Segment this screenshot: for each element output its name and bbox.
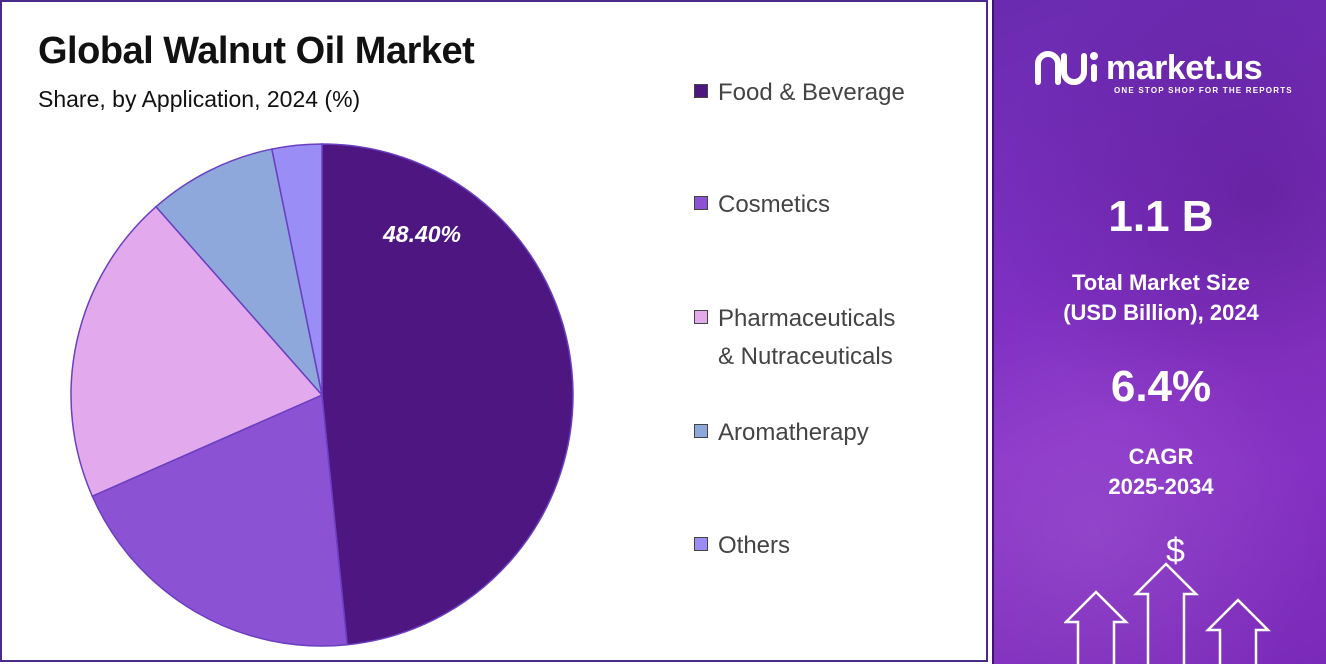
legend-label: Food & Beverage xyxy=(718,79,905,106)
chart-title: Global Walnut Oil Market xyxy=(38,30,475,72)
pie-slice-others xyxy=(270,143,323,396)
legend-item-cosmetics: Cosmetics xyxy=(694,186,994,224)
pie-slice-food-beverage xyxy=(321,143,574,646)
brand-logo: market.us ONE STOP SHOP FOR THE REPORTS xyxy=(1034,48,1292,95)
legend-label: Aromatherapy xyxy=(718,419,869,446)
legend-label: Cosmetics xyxy=(718,191,831,218)
market-size-label: Total Market Size (USD Billion), 2024 xyxy=(1063,270,1259,325)
brand-name: market.us xyxy=(1106,48,1263,87)
legend-swatch xyxy=(694,310,708,324)
dollar-sign: $ xyxy=(1166,532,1185,570)
background-texture xyxy=(994,0,1326,664)
up-arrow-icon xyxy=(1064,562,1272,664)
market-us-logo-icon xyxy=(1035,51,1098,85)
brand-tagline: ONE STOP SHOP FOR THE REPORTS xyxy=(1114,86,1293,95)
legend-swatch xyxy=(694,424,708,438)
summary-panel: market.us ONE STOP SHOP FOR THE REPORTS … xyxy=(992,0,1326,664)
chart-subtitle: Share, by Application, 2024 (%) xyxy=(38,86,361,112)
legend-item-aromatherapy: Aromatherapy xyxy=(694,414,994,452)
market-size-value: 1.1 B xyxy=(1108,192,1214,241)
pie-chart: 48.40% xyxy=(70,143,574,647)
data-label: 48.40% xyxy=(382,221,461,247)
legend-item-food-beverage: Food & Beverage xyxy=(694,74,994,112)
pie-slice-cosmetics xyxy=(91,393,349,647)
legend-swatch xyxy=(694,537,708,551)
legend-swatch xyxy=(694,196,708,210)
cagr-value: 6.4% xyxy=(1110,362,1212,411)
chart-card: Global Walnut Oil Market Share, by Appli… xyxy=(0,0,988,662)
cagr-label: CAGR 2025-2034 xyxy=(1108,444,1214,499)
legend-label: Pharmaceuticals & Nutraceuticals xyxy=(718,305,896,370)
legend-label: Others xyxy=(718,532,791,559)
pie-slice-pharmaceuticals-nutraceuticals xyxy=(70,205,324,498)
pie-slice-aromatherapy xyxy=(154,148,324,398)
legend-item-others: Others xyxy=(694,527,994,565)
legend-swatch xyxy=(694,84,708,98)
legend-item-pharmaceuticals: Pharmaceuticals & Nutraceuticals xyxy=(694,300,994,376)
